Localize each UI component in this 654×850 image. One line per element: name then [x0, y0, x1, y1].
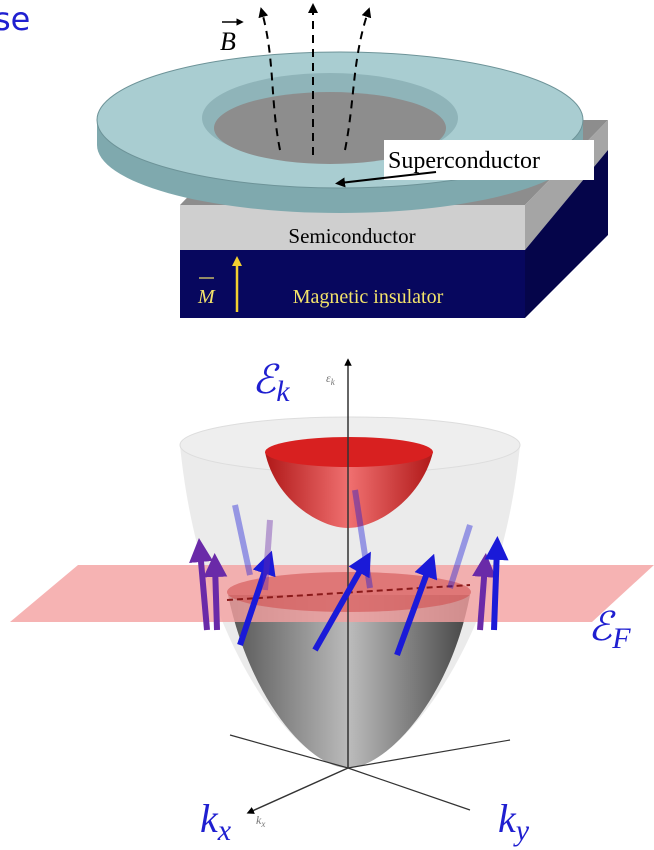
semiconductor-label: Semiconductor [288, 224, 415, 248]
ring [97, 52, 583, 213]
energy-label: ℰk [252, 357, 290, 408]
axis-kx-label: kx [256, 813, 265, 829]
magnetization-label: M [197, 286, 216, 308]
kx-label: kx [200, 796, 232, 847]
superconductor-label: Superconductor [388, 148, 540, 174]
field-label: B [220, 27, 236, 56]
axis-energy-label: εk [326, 371, 336, 387]
corner-text: se [0, 0, 30, 38]
ky-label: ky [498, 796, 530, 847]
band-diagram [10, 362, 654, 812]
fermi-label: ℰF [588, 604, 631, 655]
figure: se B Superconductor Semiconductor M Magn… [0, 0, 654, 850]
insulator-label: Magnetic insulator [293, 286, 444, 308]
